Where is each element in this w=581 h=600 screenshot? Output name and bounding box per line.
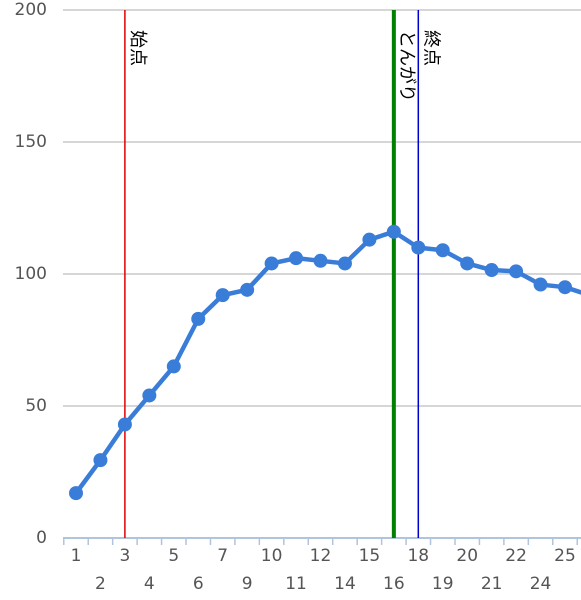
x-tick-label: 14: [334, 574, 356, 594]
series: [69, 224, 581, 501]
line: [74, 229, 581, 495]
x-tick-label: 24: [530, 574, 552, 594]
point: [533, 277, 548, 292]
point: [93, 453, 108, 468]
y-tick-label: 200: [15, 0, 47, 20]
point: [460, 256, 475, 271]
point: [142, 388, 157, 403]
point: [337, 256, 352, 271]
point: [69, 486, 83, 501]
point: [362, 232, 377, 247]
x-tick-label: 25: [554, 546, 576, 566]
x-tick-label: 2: [95, 574, 106, 594]
y-tick-label: 50: [25, 396, 47, 416]
x-tick-label: 19: [432, 574, 454, 594]
x-tick-label: 18: [407, 546, 429, 566]
x-tick-label: 21: [481, 574, 503, 594]
x-tick-label: 1: [71, 546, 82, 566]
point: [240, 282, 255, 297]
point: [191, 311, 206, 326]
point: [484, 263, 499, 278]
x-tick-label: 15: [359, 546, 381, 566]
x-tick-label: 10: [261, 546, 283, 566]
point: [386, 224, 401, 239]
x-tick-label: 20: [456, 546, 478, 566]
x-tick-label: 5: [168, 546, 179, 566]
x-tick-label: 11: [285, 574, 307, 594]
point: [166, 359, 181, 374]
point: [289, 251, 304, 266]
point: [264, 256, 279, 271]
point: [509, 264, 524, 279]
point: [215, 288, 230, 303]
y-tick-label: 150: [15, 132, 47, 152]
annotation-label: とんがり: [396, 30, 417, 102]
x-tick-label: 7: [217, 546, 228, 566]
point: [411, 240, 426, 255]
x-tick-label: 16: [383, 574, 405, 594]
y-tick-label: 100: [15, 264, 47, 284]
point: [117, 417, 132, 432]
point: [313, 253, 328, 268]
x-tick-label: 3: [119, 546, 130, 566]
annotation-label: 始点: [127, 30, 148, 66]
x-tick-label: 6: [193, 574, 204, 594]
x-tick-label: 9: [242, 574, 253, 594]
x-tick-label: 22: [505, 546, 527, 566]
x-tick-label: 12: [310, 546, 332, 566]
point: [435, 243, 450, 258]
y-tick-label: 0: [36, 528, 47, 548]
x-tick-label: 4: [144, 574, 155, 594]
annotation-label: 終点: [420, 30, 441, 66]
point: [558, 280, 572, 295]
